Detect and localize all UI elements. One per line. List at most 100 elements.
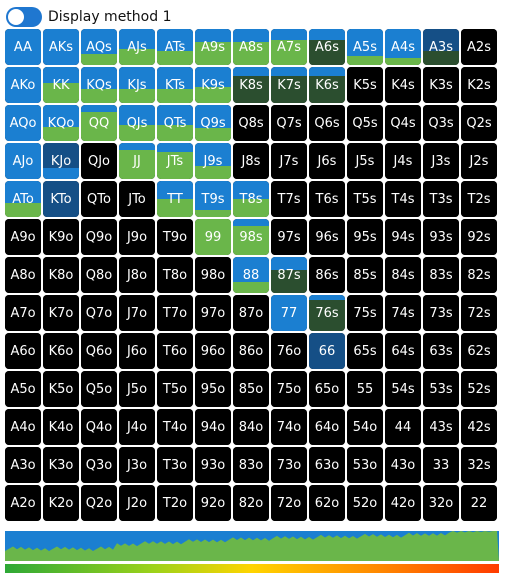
hand-cell[interactable]: Q9s xyxy=(195,105,231,141)
hand-cell[interactable]: 55 xyxy=(347,371,383,407)
hand-cell[interactable]: A3o xyxy=(5,447,41,483)
hand-cell[interactable]: 64o xyxy=(309,409,345,445)
hand-cell[interactable]: Q2o xyxy=(81,485,117,521)
hand-cell[interactable]: K7o xyxy=(43,295,79,331)
hand-cell[interactable]: ATs xyxy=(157,29,193,65)
hand-cell[interactable]: J3s xyxy=(423,143,459,179)
hand-cell[interactable]: Q3o xyxy=(81,447,117,483)
hand-cell[interactable]: Q7s xyxy=(271,105,307,141)
hand-cell[interactable]: 65o xyxy=(309,371,345,407)
hand-cell[interactable]: 95o xyxy=(195,371,231,407)
hand-cell[interactable]: 93s xyxy=(423,219,459,255)
hand-cell[interactable]: A2s xyxy=(461,29,497,65)
hand-cell[interactable]: 76s xyxy=(309,295,345,331)
hand-cell[interactable]: A5o xyxy=(5,371,41,407)
hand-cell[interactable]: 82o xyxy=(233,485,269,521)
hand-cell[interactable]: 42s xyxy=(461,409,497,445)
hand-cell[interactable]: A8s xyxy=(233,29,269,65)
hand-cell[interactable]: J4o xyxy=(119,409,155,445)
hand-cell[interactable]: Q6o xyxy=(81,333,117,369)
hand-cell[interactable]: 64s xyxy=(385,333,421,369)
hand-cell[interactable]: 88 xyxy=(233,257,269,293)
hand-cell[interactable]: Q4o xyxy=(81,409,117,445)
hand-cell[interactable]: J7s xyxy=(271,143,307,179)
hand-cell[interactable]: A9o xyxy=(5,219,41,255)
hand-cell[interactable]: T4s xyxy=(385,181,421,217)
hand-cell[interactable]: 54o xyxy=(347,409,383,445)
hand-cell[interactable]: K8o xyxy=(43,257,79,293)
hand-cell[interactable]: J5s xyxy=(347,143,383,179)
hand-cell[interactable]: 52o xyxy=(347,485,383,521)
hand-cell[interactable]: Q6s xyxy=(309,105,345,141)
hand-cell[interactable]: K5o xyxy=(43,371,79,407)
hand-cell[interactable]: 98s xyxy=(233,219,269,255)
hand-cell[interactable]: 63s xyxy=(423,333,459,369)
hand-cell[interactable]: T7s xyxy=(271,181,307,217)
hand-cell[interactable]: K2s xyxy=(461,67,497,103)
hand-cell[interactable]: A8o xyxy=(5,257,41,293)
hand-cell[interactable]: JTs xyxy=(157,143,193,179)
hand-cell[interactable]: 92s xyxy=(461,219,497,255)
hand-cell[interactable]: K4o xyxy=(43,409,79,445)
hand-cell[interactable]: 75o xyxy=(271,371,307,407)
hand-cell[interactable]: 66 xyxy=(309,333,345,369)
hand-cell[interactable]: QTo xyxy=(81,181,117,217)
hand-cell[interactable]: 32o xyxy=(423,485,459,521)
hand-cell[interactable]: 96o xyxy=(195,333,231,369)
hand-cell[interactable]: A9s xyxy=(195,29,231,65)
hand-cell[interactable]: T7o xyxy=(157,295,193,331)
hand-cell[interactable]: 75s xyxy=(347,295,383,331)
display-method-toggle[interactable] xyxy=(6,7,42,27)
hand-cell[interactable]: 43s xyxy=(423,409,459,445)
hand-cell[interactable]: Q8s xyxy=(233,105,269,141)
hand-cell[interactable]: A6s xyxy=(309,29,345,65)
hand-cell[interactable]: 76o xyxy=(271,333,307,369)
hand-cell[interactable]: 33 xyxy=(423,447,459,483)
hand-cell[interactable]: 99 xyxy=(195,219,231,255)
hand-cell[interactable]: K7s xyxy=(271,67,307,103)
hand-cell[interactable]: 97o xyxy=(195,295,231,331)
hand-cell[interactable]: Q7o xyxy=(81,295,117,331)
hand-cell[interactable]: 85o xyxy=(233,371,269,407)
hand-cell[interactable]: J4s xyxy=(385,143,421,179)
hand-cell[interactable]: Q5o xyxy=(81,371,117,407)
hand-cell[interactable]: 53s xyxy=(423,371,459,407)
hand-cell[interactable]: A4o xyxy=(5,409,41,445)
hand-cell[interactable]: QJs xyxy=(119,105,155,141)
hand-cell[interactable]: 97s xyxy=(271,219,307,255)
hand-cell[interactable]: A3s xyxy=(423,29,459,65)
hand-cell[interactable]: K6s xyxy=(309,67,345,103)
hand-cell[interactable]: 84s xyxy=(385,257,421,293)
hand-cell[interactable]: 74o xyxy=(271,409,307,445)
hand-cell[interactable]: T6s xyxy=(309,181,345,217)
hand-cell[interactable]: 86o xyxy=(233,333,269,369)
hand-cell[interactable]: T6o xyxy=(157,333,193,369)
hand-cell[interactable]: T9o xyxy=(157,219,193,255)
hand-cell[interactable]: 72o xyxy=(271,485,307,521)
hand-cell[interactable]: T5o xyxy=(157,371,193,407)
hand-cell[interactable]: 22 xyxy=(461,485,497,521)
hand-cell[interactable]: 92o xyxy=(195,485,231,521)
hand-cell[interactable]: K4s xyxy=(385,67,421,103)
hand-cell[interactable]: KJs xyxy=(119,67,155,103)
hand-cell[interactable]: T3o xyxy=(157,447,193,483)
hand-cell[interactable]: 82s xyxy=(461,257,497,293)
hand-cell[interactable]: AA xyxy=(5,29,41,65)
hand-cell[interactable]: 42o xyxy=(385,485,421,521)
hand-cell[interactable]: T3s xyxy=(423,181,459,217)
hand-cell[interactable]: Q2s xyxy=(461,105,497,141)
hand-cell[interactable]: AKs xyxy=(43,29,79,65)
hand-cell[interactable]: K9s xyxy=(195,67,231,103)
hand-cell[interactable]: J2s xyxy=(461,143,497,179)
hand-cell[interactable]: 53o xyxy=(347,447,383,483)
hand-cell[interactable]: 73s xyxy=(423,295,459,331)
hand-cell[interactable]: 43o xyxy=(385,447,421,483)
hand-cell[interactable]: T4o xyxy=(157,409,193,445)
hand-cell[interactable]: Q3s xyxy=(423,105,459,141)
hand-cell[interactable]: JJ xyxy=(119,143,155,179)
hand-cell[interactable]: K2o xyxy=(43,485,79,521)
hand-cell[interactable]: TT xyxy=(157,181,193,217)
hand-cell[interactable]: AJs xyxy=(119,29,155,65)
hand-cell[interactable]: 87o xyxy=(233,295,269,331)
hand-cell[interactable]: KK xyxy=(43,67,79,103)
